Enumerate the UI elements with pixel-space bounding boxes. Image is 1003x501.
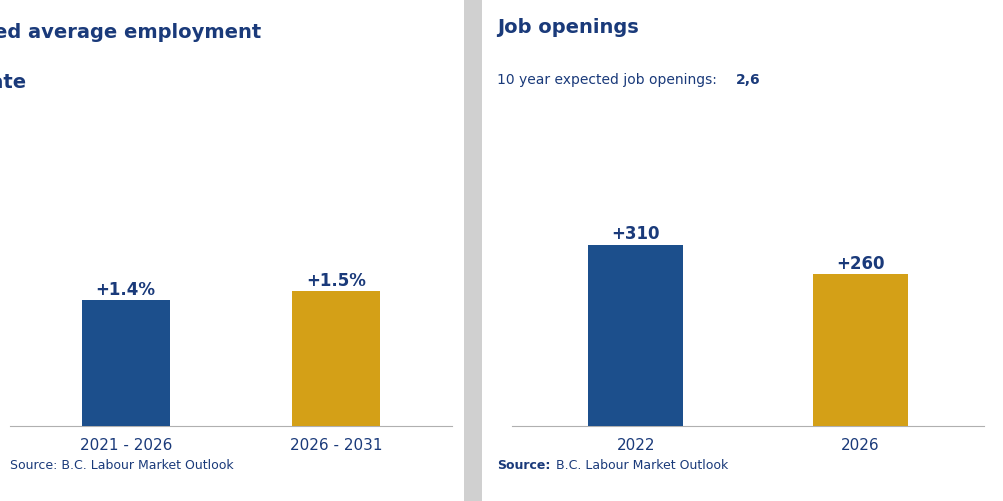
Text: h rate: h rate — [0, 73, 26, 92]
Text: asted average employment: asted average employment — [0, 23, 261, 42]
Text: 2,6: 2,6 — [735, 73, 760, 87]
Text: Source: B.C. Labour Market Outlook: Source: B.C. Labour Market Outlook — [10, 458, 234, 471]
Text: Source:: Source: — [496, 458, 550, 471]
Bar — [292, 292, 380, 426]
Text: 10 year expected job openings:: 10 year expected job openings: — [496, 73, 720, 87]
Text: Job openings: Job openings — [496, 18, 638, 37]
Text: B.C. Labour Market Outlook: B.C. Labour Market Outlook — [552, 458, 728, 471]
Text: +260: +260 — [835, 254, 884, 272]
Text: +1.4%: +1.4% — [95, 280, 155, 298]
Text: +310: +310 — [611, 225, 659, 243]
Bar — [812, 275, 907, 426]
Bar — [81, 301, 170, 426]
Bar — [588, 245, 682, 426]
Text: +1.5%: +1.5% — [306, 271, 366, 289]
